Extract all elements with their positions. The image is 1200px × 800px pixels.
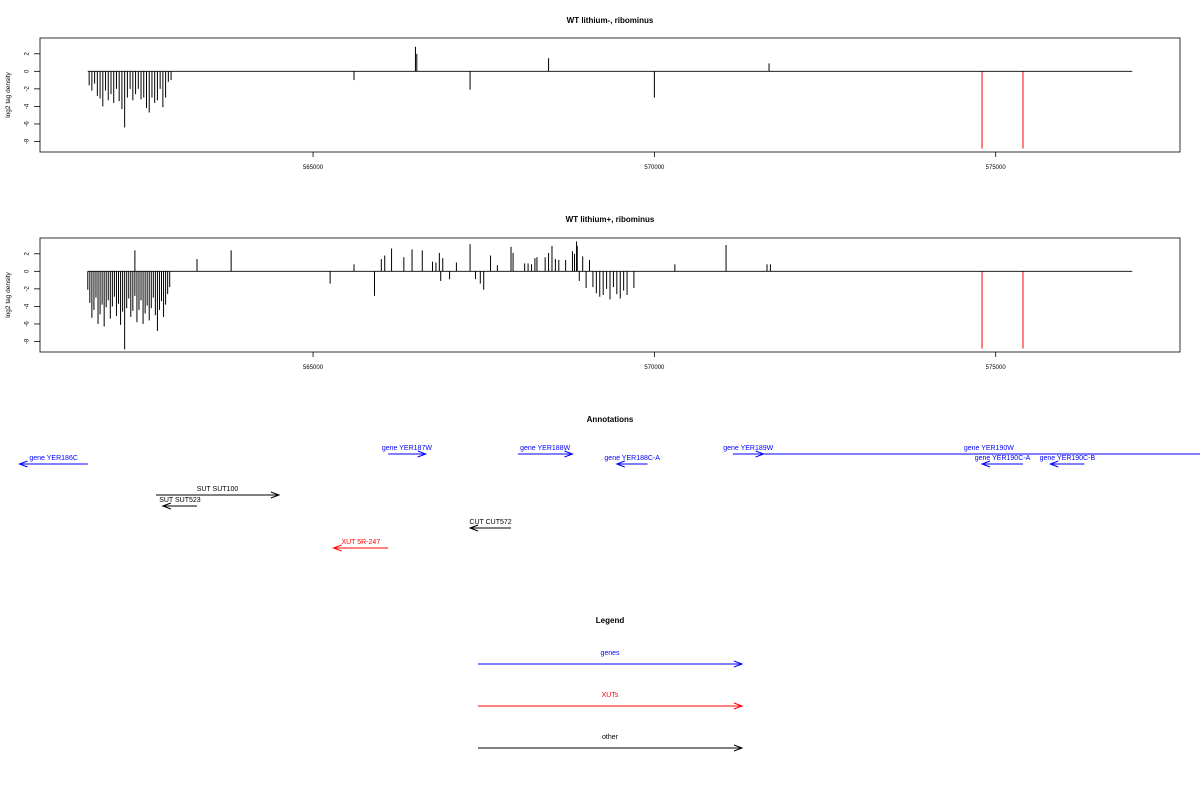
- feature-label: CUT CUT572: [469, 519, 511, 526]
- legend-item: other: [478, 734, 744, 752]
- x-tick-label: 575000: [986, 165, 1007, 171]
- panel-lithium-minus: WT lithium-, ribominus log2 tag density …: [5, 16, 1181, 171]
- annotations-title: Annotations: [587, 415, 634, 424]
- x-tick-label: 565000: [303, 165, 324, 171]
- x-axis: 565000 570000 575000: [303, 352, 1006, 371]
- feature-label: gene YER188C-A: [604, 455, 660, 462]
- y-axis: -8 -6 -4 -2 0 2: [25, 251, 40, 344]
- y-tick-label: -8: [25, 338, 31, 344]
- y-tick-label: 0: [25, 269, 31, 273]
- feature-list: gene YER186C gene YER187W gene YER188W gene…: [18, 445, 1200, 552]
- y-tick-label: -2: [25, 286, 31, 292]
- y-axis-label: log2 tag density: [5, 271, 12, 317]
- feature-arrow: XUT 5R-247: [332, 539, 389, 552]
- legend: Legend genes XUTs other: [478, 616, 744, 752]
- panel-title: WT lithium+, ribominus: [566, 215, 655, 224]
- y-tick-label: 0: [25, 69, 31, 73]
- x-tick-label: 565000: [303, 365, 324, 371]
- x-axis: 565000 570000 575000: [303, 152, 1006, 171]
- x-tick-label: 575000: [986, 365, 1007, 371]
- feature-arrow: gene YER187W: [382, 445, 432, 458]
- bars: [87, 241, 1133, 350]
- legend-label: other: [602, 734, 619, 741]
- y-tick-label: 2: [25, 51, 31, 55]
- feature-arrow: gene YER189W: [723, 445, 774, 458]
- feature-arrow: SUT SUT100: [156, 486, 281, 499]
- y-tick-label: -8: [25, 138, 31, 144]
- feature-label: gene YER190C-B: [1040, 455, 1096, 462]
- legend-label: genes: [600, 650, 620, 657]
- feature-arrow: SUT SUT523: [159, 497, 201, 510]
- y-tick-label: -4: [25, 303, 31, 309]
- feature-label: gene YER188W: [520, 445, 570, 452]
- panel-title: WT lithium-, ribominus: [567, 16, 654, 25]
- feature-arrow: gene YER190C-B: [1040, 455, 1096, 468]
- x-tick-label: 570000: [644, 165, 665, 171]
- legend-item: XUTs: [478, 692, 744, 710]
- bars: [87, 46, 1133, 149]
- feature-arrow: gene YER186C: [18, 455, 88, 468]
- feature-label: XUT 5R-247: [341, 539, 380, 546]
- y-axis-label: log2 tag density: [5, 71, 12, 117]
- feature-label: gene YER187W: [382, 445, 432, 452]
- feature-arrow: gene YER190W: [763, 445, 1200, 455]
- x-tick-label: 570000: [644, 365, 665, 371]
- legend-item: genes: [478, 650, 744, 668]
- feature-arrow: CUT CUT572: [468, 519, 512, 532]
- y-tick-label: -6: [25, 321, 31, 327]
- y-tick-label: 2: [25, 251, 31, 255]
- feature-label: SUT SUT100: [197, 486, 239, 493]
- feature-arrow: gene YER188C-A: [604, 455, 660, 468]
- y-tick-label: -6: [25, 121, 31, 127]
- feature-label: gene YER186C: [29, 455, 78, 462]
- feature-label: gene YER189W: [723, 445, 773, 452]
- feature-label: gene YER190C-A: [975, 455, 1031, 462]
- legend-label: XUTs: [602, 692, 619, 699]
- legend-title: Legend: [596, 616, 625, 625]
- plot-frame: [39, 237, 1181, 353]
- feature-arrow: gene YER188W: [517, 445, 574, 458]
- y-tick-label: -4: [25, 103, 31, 109]
- feature-label: SUT SUT523: [159, 497, 201, 504]
- y-axis: -8 -6 -4 -2 0 2: [25, 51, 40, 144]
- panel-lithium-plus: WT lithium+, ribominus log2 tag density …: [5, 215, 1181, 371]
- y-tick-label: -2: [25, 86, 31, 92]
- feature-label: gene YER190W: [964, 445, 1014, 452]
- plot-frame: [39, 37, 1181, 153]
- feature-arrow: gene YER190C-A: [975, 455, 1031, 468]
- legend-items: genes XUTs other: [478, 650, 744, 752]
